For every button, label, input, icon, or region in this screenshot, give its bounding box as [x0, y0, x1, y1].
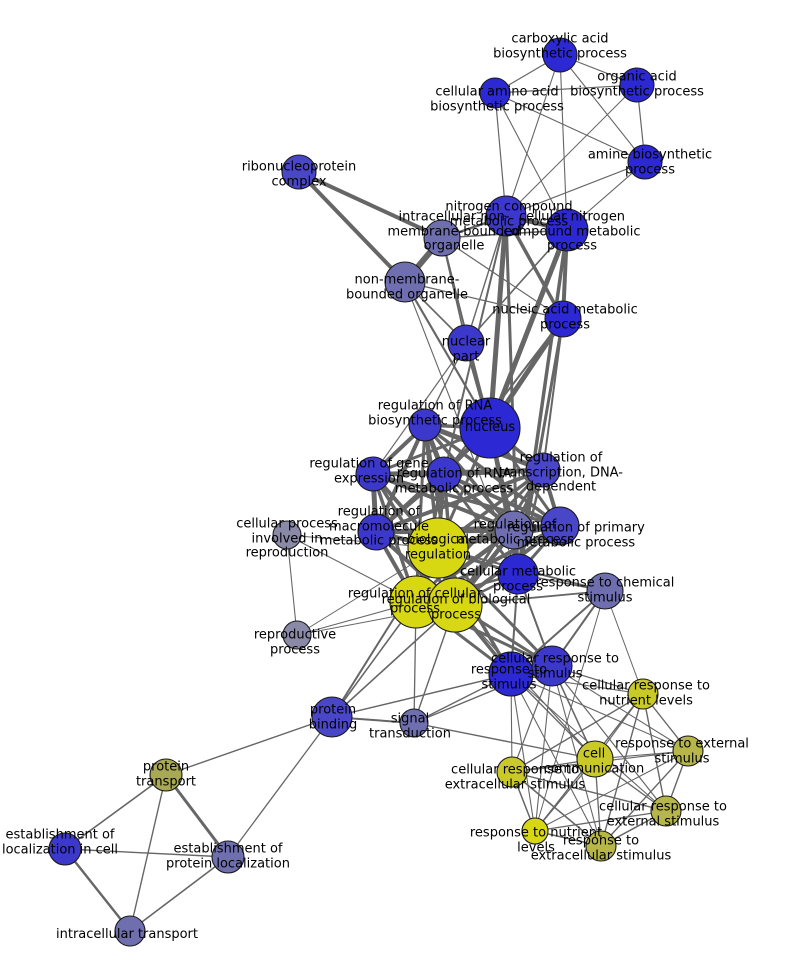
- graph-edge: [494, 92, 568, 231]
- graph-node[interactable]: [494, 510, 534, 550]
- graph-node[interactable]: [447, 324, 485, 362]
- graph-node[interactable]: [672, 735, 704, 767]
- graph-node[interactable]: [586, 572, 624, 610]
- graph-node[interactable]: [272, 520, 302, 550]
- graph-node[interactable]: [114, 915, 146, 947]
- graph-edge: [551, 665, 667, 812]
- graph-edge: [494, 92, 507, 217]
- graph-node[interactable]: [479, 77, 511, 109]
- graph-node[interactable]: [149, 758, 183, 792]
- graph-node[interactable]: [357, 513, 395, 551]
- graph-edge: [511, 771, 602, 847]
- graph-node[interactable]: [407, 517, 469, 579]
- graph-node[interactable]: [384, 261, 426, 303]
- edge-layer: [63, 54, 689, 933]
- graph-node[interactable]: [576, 740, 614, 778]
- graph-edge: [286, 534, 298, 636]
- graph-node[interactable]: [619, 67, 655, 103]
- graph-node[interactable]: [427, 577, 483, 633]
- graph-node[interactable]: [585, 830, 617, 862]
- graph-edge: [129, 856, 229, 932]
- graph-node[interactable]: [531, 645, 573, 687]
- graph-edge: [510, 673, 536, 832]
- graph-edge: [494, 92, 646, 163]
- graph-edge: [505, 54, 561, 217]
- graph-edge: [511, 693, 644, 773]
- graph-node[interactable]: [496, 756, 528, 788]
- graph-node[interactable]: [459, 397, 521, 459]
- graph-edge: [505, 161, 646, 217]
- graph-node[interactable]: [488, 651, 534, 697]
- graph-node[interactable]: [426, 456, 462, 492]
- graph-node[interactable]: [540, 506, 580, 546]
- graph-edge: [559, 54, 646, 163]
- graph-node[interactable]: [525, 452, 561, 488]
- graph-edge: [443, 318, 564, 475]
- graph-node[interactable]: [544, 300, 582, 338]
- graph-edge: [374, 423, 427, 534]
- graph-edge: [64, 848, 229, 858]
- graph-edge: [494, 84, 638, 94]
- graph-edge: [423, 423, 562, 528]
- graph-node[interactable]: [627, 678, 659, 710]
- graph-edge: [465, 229, 568, 344]
- graph-edge: [542, 318, 564, 471]
- graph-node[interactable]: [48, 832, 82, 866]
- graph-node[interactable]: [211, 840, 245, 874]
- graph-edge: [413, 722, 596, 760]
- graph-edge: [510, 673, 602, 847]
- graph-node[interactable]: [627, 144, 663, 180]
- graph-node[interactable]: [485, 195, 527, 237]
- graph-edge: [505, 84, 638, 217]
- graph-node[interactable]: [423, 219, 461, 257]
- graph-node[interactable]: [311, 696, 353, 738]
- graph-edge: [559, 54, 568, 231]
- graph-node[interactable]: [399, 708, 429, 738]
- graph-node[interactable]: [521, 817, 549, 845]
- graph-edge: [642, 693, 667, 812]
- graph-node[interactable]: [282, 620, 312, 650]
- graph-edge: [227, 716, 333, 858]
- graph-edge: [297, 170, 444, 240]
- graph-edge: [63, 847, 132, 933]
- graph-node[interactable]: [355, 456, 391, 492]
- graph-edge: [372, 342, 467, 475]
- graph-edge: [297, 170, 407, 284]
- graph-edge: [534, 810, 667, 832]
- graph-edge: [165, 716, 333, 776]
- graph-edge: [510, 673, 689, 752]
- graph-edge: [371, 472, 516, 532]
- graph-edge: [64, 774, 167, 850]
- graph-edge: [441, 237, 564, 320]
- graph-edge: [423, 423, 516, 532]
- graph-node[interactable]: [542, 37, 578, 73]
- graph-node[interactable]: [650, 795, 682, 827]
- graph-edge: [442, 472, 520, 576]
- graph-edge: [487, 213, 509, 431]
- graph-node[interactable]: [408, 408, 442, 442]
- graph-edge: [600, 693, 644, 847]
- graph-edge: [534, 590, 606, 832]
- graph-edge: [487, 227, 570, 431]
- graph-edge: [331, 604, 456, 718]
- node-layer: [48, 37, 704, 947]
- graph-node[interactable]: [281, 154, 317, 190]
- graph-node[interactable]: [497, 553, 539, 595]
- graph-edge: [164, 773, 230, 859]
- graph-edge: [404, 281, 564, 320]
- graph-edge: [534, 750, 689, 832]
- graph-edge: [511, 771, 667, 812]
- graph-node[interactable]: [545, 208, 589, 252]
- graph-edge: [600, 750, 689, 847]
- graph-edge: [465, 215, 507, 344]
- graph-edge: [331, 673, 512, 718]
